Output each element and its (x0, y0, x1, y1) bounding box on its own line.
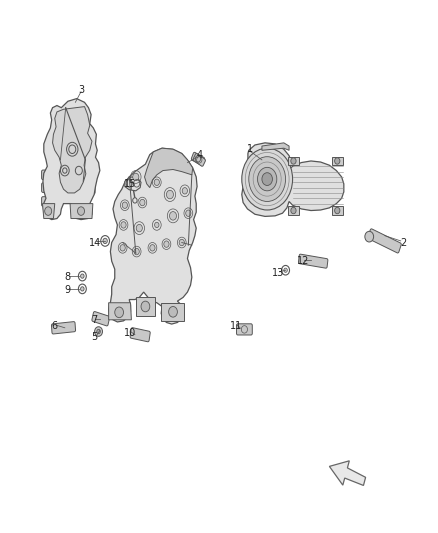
Circle shape (150, 245, 155, 251)
Polygon shape (109, 148, 197, 324)
Text: 11: 11 (230, 321, 243, 331)
FancyBboxPatch shape (42, 197, 53, 206)
Circle shape (133, 173, 139, 181)
FancyBboxPatch shape (85, 172, 95, 182)
Polygon shape (242, 143, 344, 216)
Text: 7: 7 (91, 315, 97, 325)
Circle shape (284, 268, 287, 272)
Text: 5: 5 (91, 332, 97, 342)
Circle shape (133, 198, 137, 203)
Polygon shape (53, 107, 92, 193)
Circle shape (121, 222, 126, 228)
Polygon shape (136, 297, 155, 316)
Circle shape (258, 167, 277, 191)
Circle shape (170, 212, 177, 220)
Circle shape (291, 158, 296, 164)
Polygon shape (288, 206, 299, 215)
Circle shape (166, 190, 173, 199)
Circle shape (291, 207, 296, 214)
Circle shape (81, 274, 84, 278)
Circle shape (335, 207, 340, 214)
FancyBboxPatch shape (42, 170, 53, 180)
Circle shape (122, 202, 127, 208)
Polygon shape (262, 143, 289, 150)
Circle shape (182, 188, 187, 194)
FancyBboxPatch shape (92, 312, 110, 326)
Circle shape (335, 158, 340, 164)
Text: 6: 6 (52, 321, 58, 331)
Circle shape (249, 157, 286, 201)
FancyBboxPatch shape (298, 254, 328, 268)
Circle shape (115, 307, 124, 318)
Circle shape (81, 287, 84, 291)
Polygon shape (145, 148, 193, 188)
Circle shape (186, 210, 191, 216)
Polygon shape (332, 206, 343, 215)
FancyBboxPatch shape (52, 321, 75, 334)
Text: 3: 3 (78, 85, 84, 94)
Text: 1: 1 (247, 144, 253, 154)
FancyBboxPatch shape (193, 154, 205, 166)
Circle shape (103, 238, 107, 244)
Circle shape (242, 148, 293, 210)
Circle shape (78, 207, 85, 215)
Circle shape (154, 179, 159, 185)
Polygon shape (161, 303, 184, 321)
Circle shape (97, 329, 100, 334)
Text: 13: 13 (272, 269, 285, 278)
FancyBboxPatch shape (237, 324, 252, 335)
Circle shape (164, 241, 169, 247)
Polygon shape (43, 99, 100, 220)
Circle shape (134, 248, 139, 255)
Text: 15: 15 (124, 179, 137, 189)
Text: 12: 12 (297, 256, 309, 266)
Circle shape (136, 224, 142, 232)
Text: 2: 2 (400, 238, 406, 247)
Polygon shape (42, 204, 55, 219)
Polygon shape (70, 204, 93, 219)
Polygon shape (109, 303, 131, 320)
Circle shape (155, 222, 159, 228)
Circle shape (365, 231, 374, 242)
Text: 8: 8 (65, 272, 71, 282)
Circle shape (140, 199, 145, 206)
FancyBboxPatch shape (42, 183, 53, 192)
Text: 10: 10 (124, 328, 136, 338)
Circle shape (120, 245, 125, 251)
Text: 9: 9 (64, 286, 70, 295)
Text: 14: 14 (89, 238, 102, 247)
Circle shape (45, 207, 52, 215)
Circle shape (141, 301, 150, 312)
Circle shape (169, 306, 177, 317)
Polygon shape (288, 157, 299, 165)
Circle shape (179, 239, 184, 246)
Polygon shape (332, 157, 343, 165)
FancyBboxPatch shape (368, 229, 401, 253)
FancyBboxPatch shape (130, 328, 150, 342)
Polygon shape (329, 461, 366, 486)
Circle shape (262, 173, 272, 185)
FancyBboxPatch shape (85, 184, 95, 194)
Circle shape (95, 327, 102, 336)
Polygon shape (125, 177, 141, 191)
Text: 4: 4 (196, 150, 202, 159)
FancyBboxPatch shape (191, 152, 205, 165)
